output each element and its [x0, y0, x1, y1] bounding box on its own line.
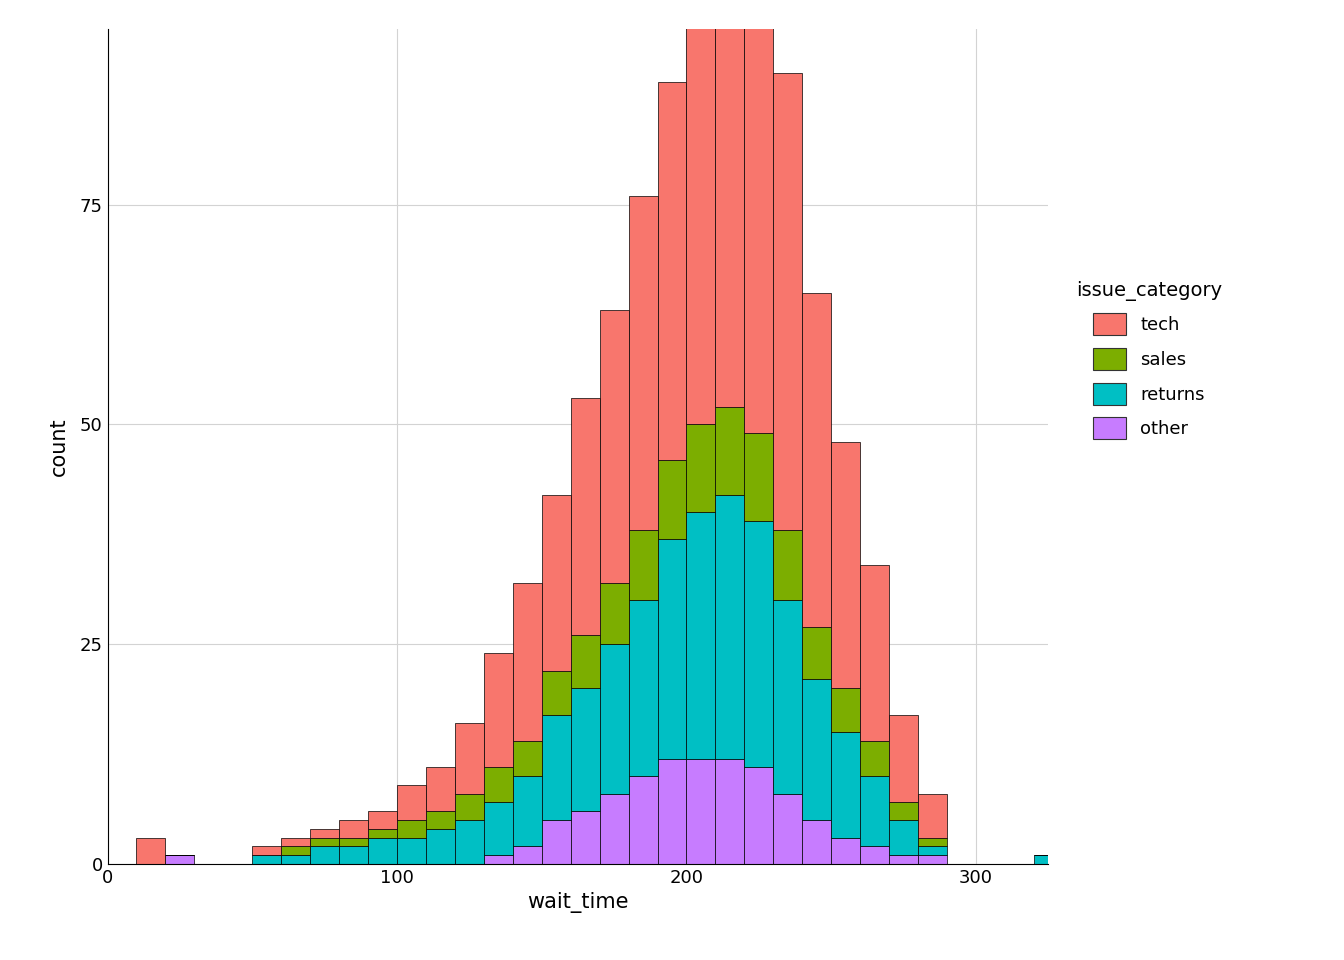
Bar	[599, 583, 629, 644]
Bar	[253, 847, 281, 855]
Bar	[629, 196, 657, 530]
Bar	[571, 811, 599, 864]
Bar	[484, 803, 513, 855]
Bar	[396, 838, 426, 864]
Bar	[368, 838, 396, 864]
Bar	[687, 758, 715, 864]
Bar	[657, 539, 687, 758]
Bar	[831, 838, 860, 864]
Bar	[426, 811, 454, 828]
X-axis label: wait_time: wait_time	[527, 893, 629, 913]
Bar	[339, 820, 368, 838]
Bar	[484, 855, 513, 864]
Bar	[802, 627, 831, 680]
Bar	[715, 407, 745, 494]
Bar	[368, 828, 396, 838]
Bar	[773, 530, 802, 600]
Bar	[890, 803, 918, 820]
Bar	[454, 794, 484, 820]
Bar	[513, 847, 542, 864]
Bar	[339, 847, 368, 864]
Bar	[137, 838, 165, 864]
Bar	[513, 583, 542, 741]
Bar	[802, 293, 831, 627]
Bar	[918, 794, 948, 838]
Bar	[599, 310, 629, 583]
Y-axis label: count: count	[48, 417, 69, 476]
Bar	[281, 838, 310, 847]
Bar	[310, 847, 339, 864]
Bar	[571, 688, 599, 811]
Bar	[773, 73, 802, 530]
Bar	[890, 714, 918, 803]
Bar	[165, 855, 195, 864]
Bar	[657, 758, 687, 864]
Bar	[687, 0, 715, 424]
Bar	[513, 741, 542, 776]
Bar	[571, 398, 599, 636]
Bar	[657, 82, 687, 460]
Bar	[629, 776, 657, 864]
Bar	[629, 600, 657, 776]
Bar	[773, 600, 802, 794]
Bar	[542, 820, 571, 864]
Bar	[396, 820, 426, 838]
Bar	[281, 855, 310, 864]
Bar	[310, 838, 339, 847]
Bar	[253, 855, 281, 864]
Bar	[281, 847, 310, 855]
Bar	[918, 838, 948, 847]
Bar	[339, 838, 368, 847]
Bar	[860, 847, 890, 864]
Bar	[542, 714, 571, 820]
Bar	[745, 0, 773, 433]
Bar	[687, 424, 715, 513]
Bar	[629, 530, 657, 600]
Bar	[454, 820, 484, 864]
Bar	[454, 723, 484, 794]
Bar	[542, 671, 571, 714]
Bar	[802, 820, 831, 864]
Bar	[860, 565, 890, 741]
Bar	[657, 460, 687, 539]
Bar	[831, 688, 860, 732]
Bar	[368, 811, 396, 828]
Bar	[715, 758, 745, 864]
Bar	[310, 828, 339, 838]
Bar	[745, 433, 773, 521]
Bar	[831, 442, 860, 688]
Bar	[745, 767, 773, 864]
Bar	[599, 794, 629, 864]
Bar	[571, 636, 599, 688]
Bar	[513, 776, 542, 847]
Bar	[918, 847, 948, 855]
Bar	[715, 494, 745, 758]
Bar	[687, 513, 715, 758]
Bar	[426, 828, 454, 864]
Bar	[802, 680, 831, 820]
Bar	[484, 653, 513, 767]
Bar	[890, 855, 918, 864]
Bar	[1034, 855, 1063, 864]
Bar	[773, 794, 802, 864]
Bar	[599, 644, 629, 794]
Bar	[396, 785, 426, 820]
Bar	[860, 776, 890, 847]
Bar	[918, 855, 948, 864]
Bar	[890, 820, 918, 855]
Bar	[860, 741, 890, 776]
Legend: tech, sales, returns, other: tech, sales, returns, other	[1067, 272, 1231, 448]
Bar	[426, 767, 454, 811]
Bar	[484, 767, 513, 803]
Bar	[715, 0, 745, 407]
Bar	[831, 732, 860, 838]
Bar	[542, 494, 571, 671]
Bar	[745, 521, 773, 767]
